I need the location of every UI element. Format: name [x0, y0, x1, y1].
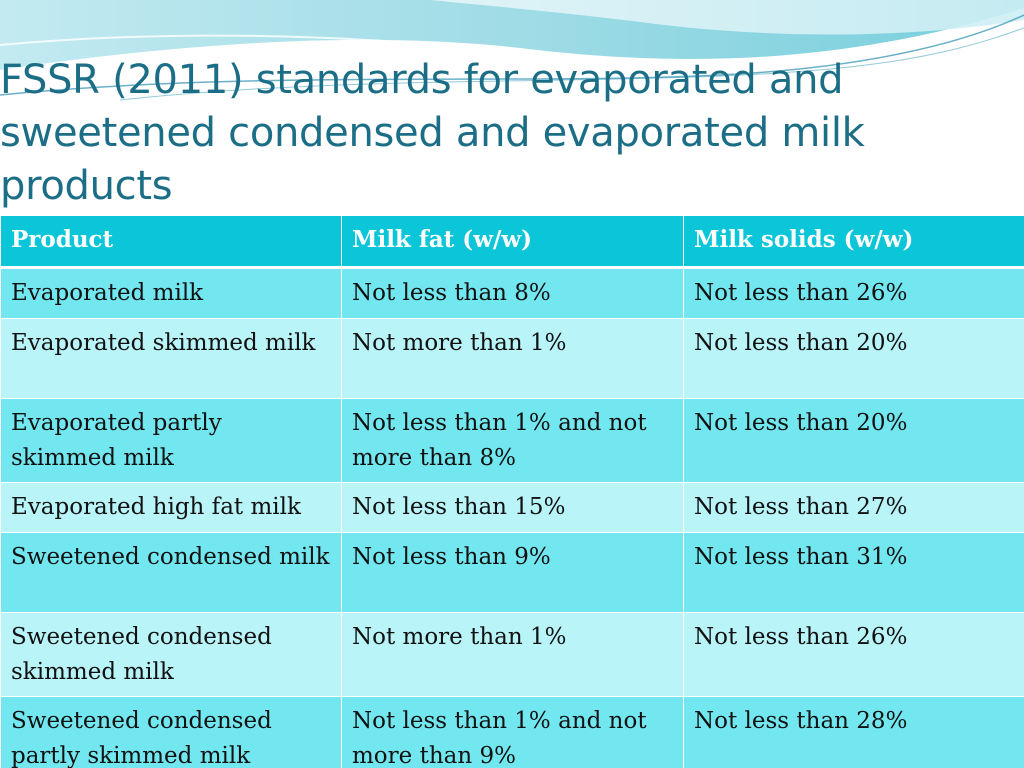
product-cell: Evaporated high fat milk: [0, 482, 342, 533]
product-cell: Sweetened condensed milk: [0, 532, 342, 613]
milk-fat-cell: Not less than 8%: [341, 267, 684, 319]
milk-fat-cell: Not less than 15%: [341, 482, 684, 533]
table-row: Evaporated skimmed milk Not more than 1%…: [0, 318, 1024, 399]
milk-fat-cell: Not more than 1%: [341, 318, 684, 399]
standards-table: Product Milk fat (w/w) Milk solids (w/w)…: [0, 215, 1024, 768]
milk-solids-cell: Not less than 26%: [683, 612, 1024, 697]
milk-fat-cell: Not more than 1%: [341, 612, 684, 697]
milk-solids-cell: Not less than 20%: [683, 318, 1024, 399]
milk-solids-cell: Not less than 28%: [683, 696, 1024, 768]
standards-table-container: Product Milk fat (w/w) Milk solids (w/w)…: [0, 215, 1024, 768]
table-row: Sweetened condensed partly skimmed milk …: [0, 696, 1024, 768]
table-row: Evaporated milk Not less than 8% Not les…: [0, 267, 1024, 319]
product-cell: Evaporated skimmed milk: [0, 318, 342, 399]
table-row: Sweetened condensed skimmed milk Not mor…: [0, 612, 1024, 697]
column-header-milk-fat: Milk fat (w/w): [341, 215, 684, 269]
milk-fat-cell: Not less than 1% and not more than 8%: [341, 398, 684, 483]
column-header-milk-solids: Milk solids (w/w): [683, 215, 1024, 269]
table-row: Evaporated partly skimmed milk Not less …: [0, 398, 1024, 483]
table-row: Sweetened condensed milk Not less than 9…: [0, 532, 1024, 613]
column-header-product: Product: [0, 215, 342, 269]
wave-decoration: [0, 0, 1024, 101]
page-title: FSSR (2011) standards for evaporated and…: [0, 57, 865, 209]
milk-fat-cell: Not less than 9%: [341, 532, 684, 613]
product-cell: Sweetened condensed partly skimmed milk: [0, 696, 342, 768]
product-cell: Evaporated partly skimmed milk: [0, 398, 342, 483]
product-cell: Sweetened condensed skimmed milk: [0, 612, 342, 697]
milk-solids-cell: Not less than 26%: [683, 267, 1024, 319]
product-cell: Evaporated milk: [0, 267, 342, 319]
table-row: Evaporated high fat milk Not less than 1…: [0, 482, 1024, 533]
table-header-row: Product Milk fat (w/w) Milk solids (w/w): [0, 215, 1024, 269]
milk-solids-cell: Not less than 20%: [683, 398, 1024, 483]
milk-solids-cell: Not less than 27%: [683, 482, 1024, 533]
milk-solids-cell: Not less than 31%: [683, 532, 1024, 613]
milk-fat-cell: Not less than 1% and not more than 9%: [341, 696, 684, 768]
